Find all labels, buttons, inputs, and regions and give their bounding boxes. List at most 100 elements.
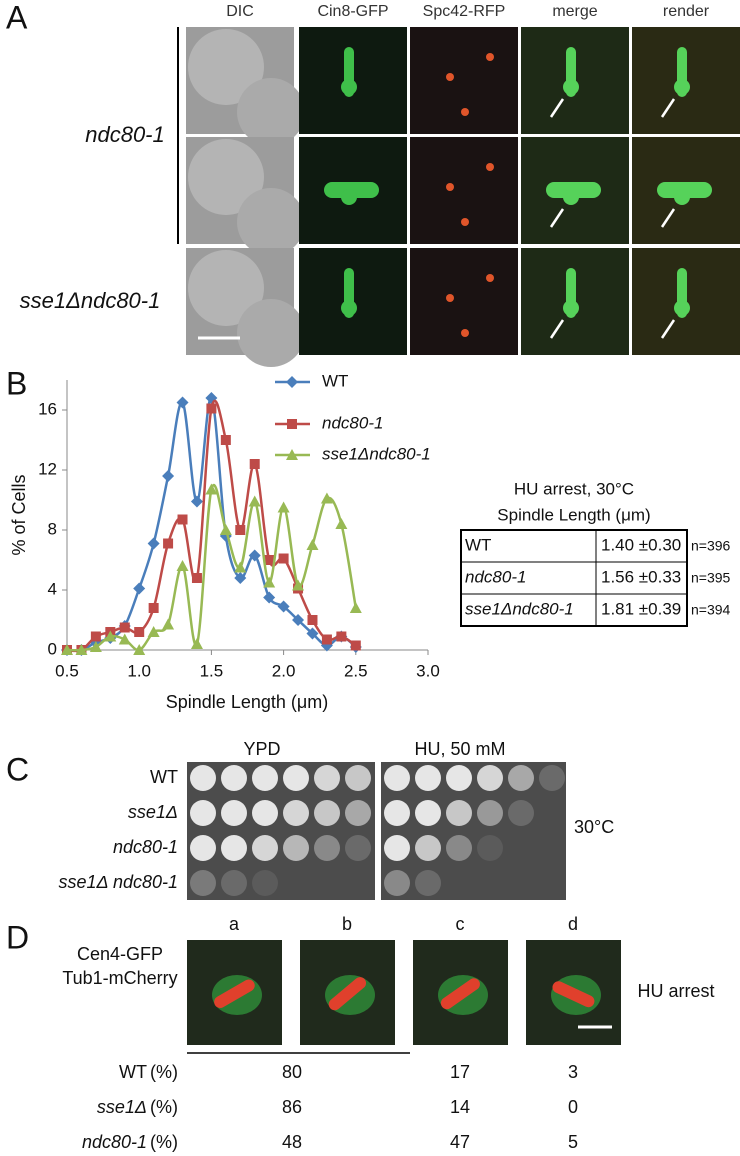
point — [349, 602, 362, 613]
strain-label: sse1Δ ndc80-1 — [59, 872, 178, 892]
spot — [477, 765, 503, 791]
point — [320, 492, 333, 504]
spot — [190, 800, 216, 826]
point — [163, 538, 174, 549]
spot — [221, 835, 247, 861]
strain-label: ndc80-1 — [113, 837, 178, 857]
spot — [384, 835, 410, 861]
legend-label: sse1Δndc80-1 — [322, 444, 431, 463]
spot — [283, 765, 309, 791]
spot — [283, 800, 309, 826]
x-tick-label: 3.0 — [416, 661, 440, 680]
cell — [237, 299, 305, 367]
point — [234, 561, 247, 573]
percent-value: 3 — [568, 1062, 578, 1082]
spot — [314, 800, 340, 826]
series-line — [66, 399, 357, 653]
point — [277, 600, 290, 613]
panel-label: B — [6, 365, 27, 401]
condition-label: HU, 50 mM — [414, 739, 505, 759]
panel-label: D — [6, 919, 29, 955]
table-subtitle: Spindle Length (μm) — [497, 505, 650, 524]
y-axis-label: % of Cells — [9, 474, 29, 555]
point — [219, 524, 232, 535]
table-cell: WT — [465, 535, 491, 554]
row-label: ndc80-1 — [85, 122, 165, 147]
spot — [415, 835, 441, 861]
panel-label: A — [6, 0, 28, 35]
arrow — [549, 98, 565, 118]
table-title: HU arrest, 30°C — [514, 479, 634, 498]
spot — [384, 870, 410, 896]
y-tick-label: 16 — [38, 399, 57, 418]
micrographs: DIC Cin8-GFP Spc42-RFP merge render — [186, 3, 740, 367]
point — [104, 630, 117, 642]
column-header: DIC — [226, 3, 254, 20]
spot — [415, 870, 441, 896]
spot — [446, 765, 472, 791]
point — [287, 419, 297, 429]
unit-label: (%) — [150, 1097, 178, 1117]
point — [292, 579, 305, 591]
table-cell: ndc80-1 — [465, 567, 526, 586]
spindle — [440, 978, 480, 1010]
spot-assay: YPD HU, 50 mM WT sse1Δ ndc80-1 sse1Δ ndc80-1 3… — [59, 739, 614, 900]
point — [321, 634, 332, 645]
arrow — [660, 319, 676, 339]
spot — [341, 79, 357, 95]
spot — [341, 300, 357, 316]
percent-value: 48 — [282, 1132, 302, 1152]
spot — [190, 765, 216, 791]
x-tick-label: 0.5 — [55, 661, 79, 680]
point — [263, 576, 276, 588]
point — [263, 591, 276, 604]
spot — [252, 870, 278, 896]
point — [148, 603, 159, 613]
spindle — [214, 979, 255, 1008]
percent-value: 47 — [450, 1132, 470, 1152]
column-label: b — [342, 914, 352, 934]
spot — [446, 73, 454, 81]
cell — [237, 188, 305, 256]
point — [75, 644, 88, 655]
spot — [341, 189, 357, 205]
point — [277, 501, 290, 513]
spot — [283, 835, 309, 861]
point — [350, 640, 361, 651]
spot — [674, 300, 690, 316]
spot — [477, 835, 503, 861]
arrow — [549, 319, 565, 339]
spot — [314, 835, 340, 861]
point — [249, 459, 260, 469]
plate — [187, 762, 375, 900]
chart: 0 4 8 12 16 0.5 1.0 1.5 2.0 2.5 3.0 Spindle Length … — [9, 371, 731, 711]
column-label: d — [568, 914, 578, 934]
table-cell: sse1Δndc80-1 — [465, 599, 574, 618]
spot — [486, 53, 494, 61]
panel-label: C — [6, 751, 29, 787]
spot — [345, 765, 371, 791]
spot — [415, 765, 441, 791]
spot — [446, 294, 454, 302]
spot — [563, 189, 579, 205]
point — [162, 470, 175, 482]
spot — [486, 274, 494, 282]
point — [335, 518, 348, 529]
table-cell: n=394 — [691, 602, 731, 618]
spot — [446, 835, 472, 861]
spot — [252, 765, 278, 791]
point — [306, 539, 319, 550]
point — [147, 626, 160, 637]
point — [248, 549, 261, 562]
condition-label: YPD — [243, 739, 280, 759]
point — [286, 449, 298, 460]
spot — [252, 835, 278, 861]
y-tick-label: 8 — [48, 519, 57, 538]
spot — [221, 765, 247, 791]
point — [286, 376, 298, 388]
x-tick-label: 2.0 — [272, 661, 296, 680]
strain-label: sse1Δ — [128, 802, 178, 822]
condition-label: HU arrest — [637, 981, 714, 1001]
row-label: sse1Δndc80-1 — [20, 288, 161, 313]
spot — [190, 870, 216, 896]
